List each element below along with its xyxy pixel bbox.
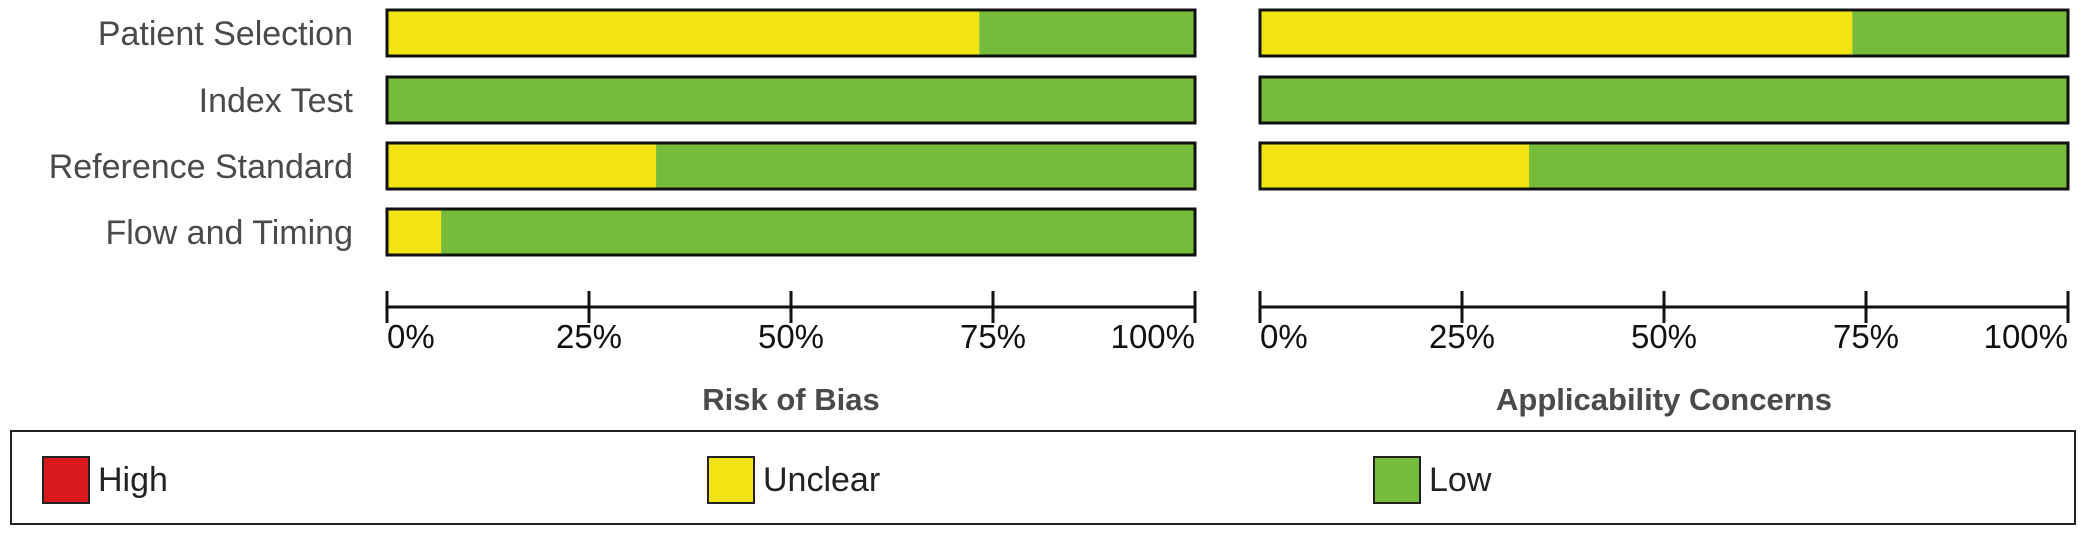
x-tick-label-risk-of-bias-3: 75% — [960, 318, 1026, 355]
bar-risk-of-bias-patient-selection-unclear — [387, 10, 980, 56]
bar-applicability-concerns-patient-selection-unclear — [1260, 10, 1853, 56]
bar-outline-applicability-concerns-patient-selection — [1258, 8, 2070, 58]
legend-label-high: High — [98, 460, 168, 499]
legend-label-unclear: Unclear — [763, 460, 881, 499]
category-label-reference-standard: Reference Standard — [49, 148, 353, 186]
x-tick-label-risk-of-bias-0: 0% — [387, 318, 435, 355]
legend-label-low: Low — [1429, 460, 1492, 499]
x-tick-label-applicability-concerns-2: 50% — [1631, 318, 1697, 355]
risk-of-bias-chart: Patient Selection Index Test Reference Sta… — [49, 8, 2070, 417]
legend-swatch-high — [42, 456, 90, 504]
bar-risk-of-bias-patient-selection-low — [979, 10, 1195, 56]
legend: High Unclear Low — [10, 430, 2076, 525]
bar-outline-risk-of-bias-patient-selection — [385, 8, 1197, 58]
bar-applicability-concerns-reference-standard-low — [1529, 143, 2068, 189]
x-tick-label-applicability-concerns-1: 25% — [1429, 318, 1495, 355]
x-tick-label-applicability-concerns-4: 100% — [1984, 318, 2068, 355]
bar-outline-risk-of-bias-reference-standard — [385, 141, 1197, 191]
category-label-flow-and-timing: Flow and Timing — [105, 214, 353, 252]
x-tick-label-risk-of-bias-1: 25% — [556, 318, 622, 355]
bar-risk-of-bias-reference-standard-unclear — [387, 143, 657, 189]
bar-outline-applicability-concerns-reference-standard — [1258, 141, 2070, 191]
panel-title-applicability-concerns: Applicability Concerns — [1496, 382, 1832, 417]
bar-applicability-concerns-reference-standard-unclear — [1260, 143, 1530, 189]
bar-outline-risk-of-bias-flow-and-timing — [385, 207, 1197, 257]
x-tick-label-applicability-concerns-3: 75% — [1833, 318, 1899, 355]
category-label-index-test: Index Test — [199, 82, 354, 120]
legend-swatch-unclear — [707, 456, 755, 504]
legend-item-unclear: Unclear — [707, 456, 880, 504]
bar-applicability-concerns-index-test-low — [1260, 77, 2068, 123]
bar-outline-applicability-concerns-index-test — [1258, 75, 2070, 125]
category-label-patient-selection: Patient Selection — [98, 15, 353, 53]
bar-risk-of-bias-flow-and-timing-unclear — [387, 209, 442, 255]
bar-outline-risk-of-bias-index-test — [385, 75, 1197, 125]
x-tick-label-applicability-concerns-0: 0% — [1260, 318, 1308, 355]
legend-item-high: High — [42, 456, 168, 504]
bar-risk-of-bias-reference-standard-low — [656, 143, 1195, 189]
bar-applicability-concerns-patient-selection-low — [1852, 10, 2068, 56]
legend-item-low: Low — [1373, 456, 1491, 504]
bar-risk-of-bias-index-test-low — [387, 77, 1195, 123]
panel-title-risk-of-bias: Risk of Bias — [702, 382, 879, 417]
legend-swatch-low — [1373, 456, 1421, 504]
bar-risk-of-bias-flow-and-timing-low — [441, 209, 1195, 255]
x-tick-label-risk-of-bias-4: 100% — [1111, 318, 1195, 355]
x-tick-label-risk-of-bias-2: 50% — [758, 318, 824, 355]
